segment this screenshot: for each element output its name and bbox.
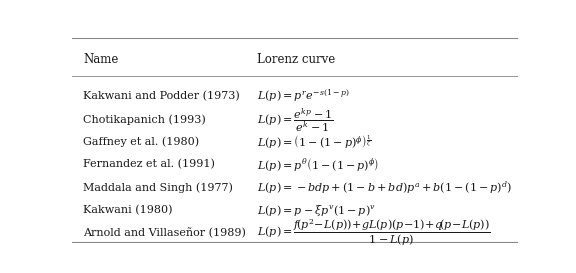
Text: Arnold and Villaseñor (1989): Arnold and Villaseñor (1989) [83,228,246,238]
Text: Chotikapanich (1993): Chotikapanich (1993) [83,115,206,125]
Text: $L(p) = p - \xi p^v(1-p)^v$: $L(p) = p - \xi p^v(1-p)^v$ [257,203,376,218]
Text: Fernandez et al. (1991): Fernandez et al. (1991) [83,159,215,169]
Text: Lorenz curve: Lorenz curve [257,52,335,66]
Text: Kakwani and Podder (1973): Kakwani and Podder (1973) [83,91,240,101]
Text: Kakwani (1980): Kakwani (1980) [83,205,173,216]
Text: $L(p) = \dfrac{e^{kp}-1}{e^k-1}$: $L(p) = \dfrac{e^{kp}-1}{e^k-1}$ [257,106,334,134]
Text: $L(p) = \left(1-(1-p)^{\phi}\right)^{\frac{1}{\zeta}}$: $L(p) = \left(1-(1-p)^{\phi}\right)^{\fr… [257,133,372,151]
Text: Name: Name [83,52,119,66]
Text: $L(p) = \dfrac{f\!\left(p^2\!-\!L(p)\right)\!+\!gL(p)(p\!-\!1)\!+\!q\!\left(p\!-: $L(p) = \dfrac{f\!\left(p^2\!-\!L(p)\rig… [257,218,491,248]
Text: Gaffney et al. (1980): Gaffney et al. (1980) [83,137,199,147]
Text: $L(p) = -bdp+(1-b+bd)p^a+b\left(1-(1-p)^d\right)$: $L(p) = -bdp+(1-b+bd)p^a+b\left(1-(1-p)^… [257,179,512,195]
Text: $L(p) = p^{\theta}\left(1-(1-p)^{\phi}\right)$: $L(p) = p^{\theta}\left(1-(1-p)^{\phi}\r… [257,156,380,173]
Text: $L(p) = p^r e^{-s(1-p)}$: $L(p) = p^r e^{-s(1-p)}$ [257,88,350,104]
Text: Maddala and Singh (1977): Maddala and Singh (1977) [83,182,233,192]
